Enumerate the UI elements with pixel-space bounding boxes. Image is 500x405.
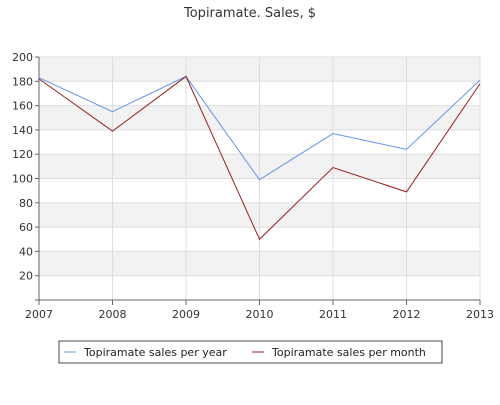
- x-tick-label: 2009: [172, 308, 200, 321]
- legend-label-month: Topiramate sales per month: [271, 346, 426, 359]
- legend-box: [58, 340, 443, 364]
- y-tick-label: 120: [12, 148, 33, 161]
- gridlines: [38, 56, 481, 300]
- y-tick-label: 80: [19, 197, 33, 210]
- series-line-year: [38, 75, 481, 181]
- y-tick-label: 20: [19, 270, 33, 283]
- x-tick-label: 2008: [99, 308, 127, 321]
- x-tick-label: 2010: [246, 308, 274, 321]
- x-tick-label: 2011: [319, 308, 347, 321]
- y-axis-ticks: 20 40 60 80 100 120 140 160 180 200: [12, 51, 39, 301]
- y-tick-label: 180: [12, 75, 33, 88]
- y-tick-label: 100: [12, 173, 33, 186]
- x-tick-label: 2012: [393, 308, 421, 321]
- x-axis-ticks: 2007 2008 2009 2010 2011 2012 2013: [25, 300, 494, 321]
- series-lines: [38, 75, 481, 241]
- y-tick-label: 200: [12, 51, 33, 64]
- y-tick-label: 40: [19, 245, 33, 258]
- y-tick-label: 60: [19, 221, 33, 234]
- x-tick-label: 2013: [466, 308, 494, 321]
- chart-title: Topiramate. Sales, $: [183, 6, 316, 21]
- y-tick-label: 140: [12, 124, 33, 137]
- legend: Topiramate sales per year Topiramate sal…: [58, 340, 443, 364]
- legend-label-year: Topiramate sales per year: [83, 346, 227, 359]
- x-tick-label: 2007: [25, 308, 53, 321]
- y-tick-label: 160: [12, 100, 33, 113]
- series-line-month: [38, 75, 481, 241]
